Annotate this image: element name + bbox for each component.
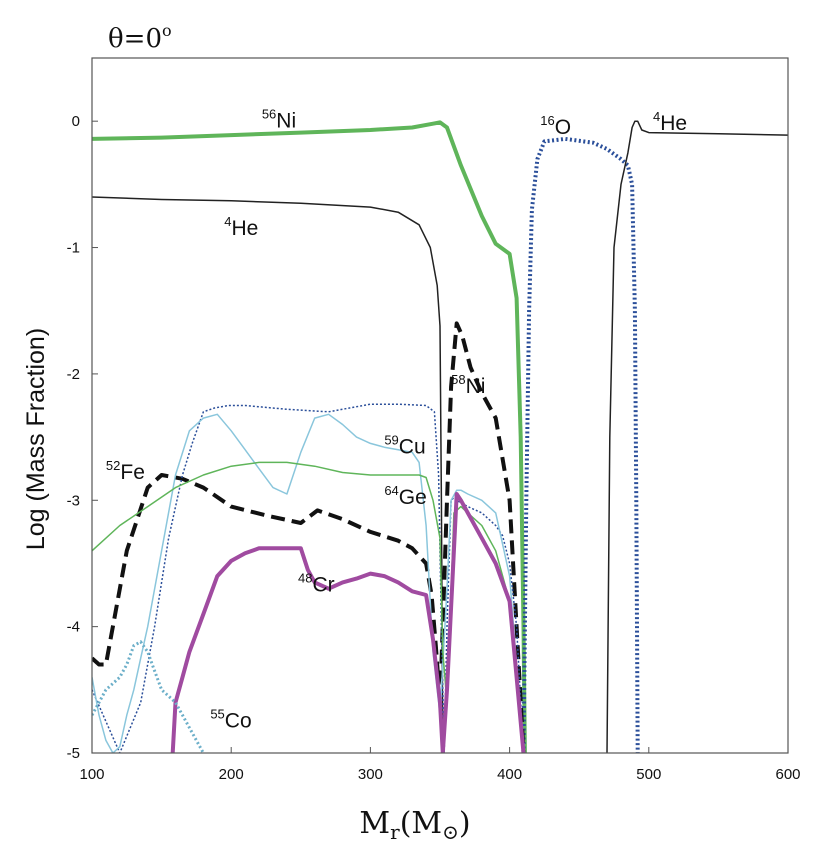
x-tick-label: 200 <box>219 766 244 783</box>
y-tick-label: -5 <box>67 745 80 762</box>
curve-label: 48Cr <box>298 570 335 596</box>
series-line-52fe <box>92 321 526 753</box>
x-tick-label: 400 <box>497 766 522 783</box>
curve-label: 56Ni <box>262 107 296 133</box>
series-line-64ge <box>92 461 525 753</box>
chart-title: θ=0o <box>108 21 172 54</box>
curve-label: 4He <box>653 109 687 135</box>
series-line-55co <box>92 640 205 753</box>
series-line-56ni <box>92 120 527 753</box>
y-tick-label: 0 <box>72 113 80 130</box>
series-line-58ni <box>92 403 525 753</box>
x-tick-label: 300 <box>358 766 383 783</box>
y-tick-label: -2 <box>67 366 80 383</box>
series-line-16o <box>521 136 640 753</box>
x-tick-label: 600 <box>775 766 800 783</box>
axis-ticks: 100 200 300 400 500 600 0 -1 -2 -3 -4 -5 <box>67 113 801 783</box>
curve-label: 55Co <box>210 707 251 733</box>
y-tick-label: -3 <box>67 492 80 509</box>
curve-label: 4He <box>224 214 258 240</box>
series-group <box>92 120 788 753</box>
curve-label: 59Cu <box>384 433 425 459</box>
y-tick-label: -4 <box>67 619 80 636</box>
x-tick-label: 500 <box>636 766 661 783</box>
series-line-4he-outer- <box>606 120 788 753</box>
y-tick-label: -1 <box>67 240 80 257</box>
curve-labels: 56Ni 4He 16O 4He 58Ni 59Cu 52Fe 64Ge 48Cr 55Co <box>106 107 687 733</box>
series-line-4he <box>92 196 444 753</box>
series-line-48cr <box>170 492 526 753</box>
y-axis-label: Log (Mass Fraction) <box>22 328 50 550</box>
series-line-59cu <box>92 413 525 753</box>
curve-label: 58Ni <box>451 372 485 398</box>
x-tick-label: 100 <box>79 766 104 783</box>
curve-label: 16O <box>540 113 571 139</box>
curve-label: 52Fe <box>106 458 145 484</box>
curve-label: 64Ge <box>384 483 426 509</box>
plot-frame <box>91 57 789 754</box>
x-axis-label: Mr(M⊙) <box>359 806 470 844</box>
